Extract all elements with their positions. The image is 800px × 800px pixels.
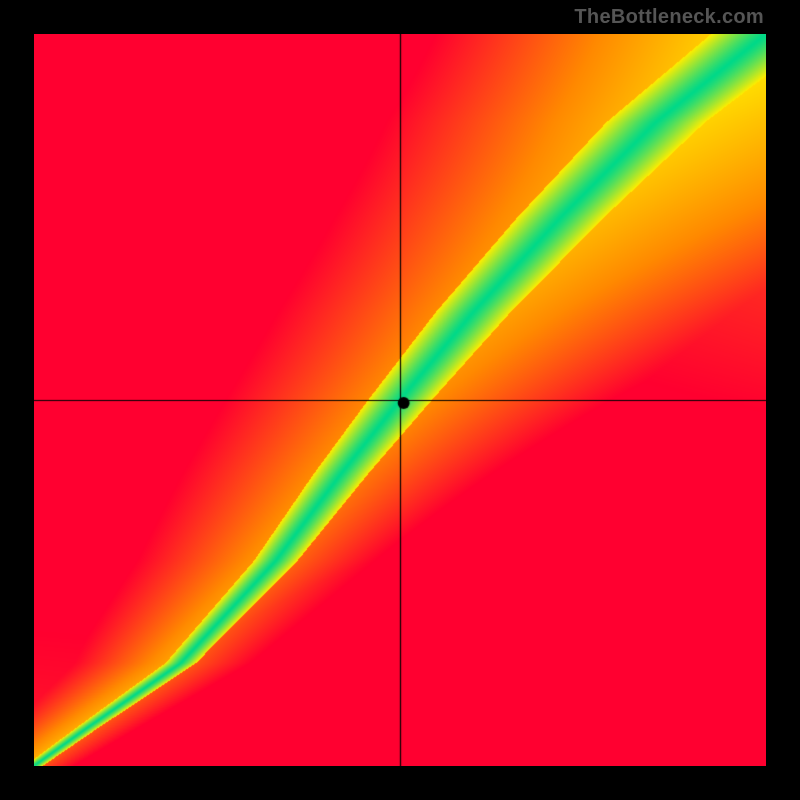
chart-container: TheBottleneck.com [0,0,800,800]
heatmap-canvas [34,34,766,766]
plot-frame [34,34,766,766]
watermark-text: TheBottleneck.com [574,6,764,29]
